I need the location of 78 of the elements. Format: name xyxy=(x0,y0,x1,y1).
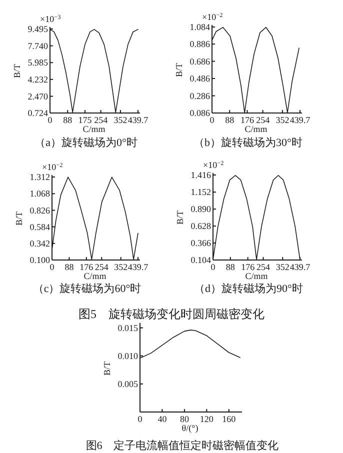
x-tick-label: 88 xyxy=(64,262,74,272)
y-tick-label: 1.084 xyxy=(190,22,210,32)
y-tick-label: 0.015 xyxy=(118,322,138,333)
x-tick-label: 254 xyxy=(94,115,108,125)
y-tick-label: 0.010 xyxy=(118,350,138,361)
y-tick-label: 0.100 xyxy=(30,255,50,265)
x-tick-label: 40 xyxy=(158,414,168,424)
x-axis-title: C/mm xyxy=(82,124,106,134)
x-tick-label: 0 xyxy=(210,115,215,125)
x-tick-label: 439.7 xyxy=(290,262,311,272)
x-tick-label: 176 xyxy=(80,262,94,272)
y-tick-label: 1.152 xyxy=(190,187,211,198)
y-tick-label: 9.495 xyxy=(28,24,48,34)
y-tick-label: 4.232 xyxy=(28,74,48,84)
y-tick-label: 0.342 xyxy=(30,238,50,248)
y-tick-label: 0.286 xyxy=(190,90,210,101)
text: ×10$^{−2}$ xyxy=(202,12,223,22)
y-axis-title: B/T xyxy=(175,210,185,225)
x-tick-label: 88 xyxy=(226,262,236,272)
x-axis-title: C/mm xyxy=(244,124,268,134)
x-tick-label: 0 xyxy=(48,115,53,125)
y-tick-label: 0.890 xyxy=(190,204,212,214)
x-tick-label: 120 xyxy=(200,414,214,424)
x-tick-label: 439.7 xyxy=(128,262,149,272)
x-tick-label: 352 xyxy=(114,262,128,272)
y-tick-label: 5.985 xyxy=(28,58,48,68)
text: ×10$^{−2}$ xyxy=(42,162,63,172)
y-tick-label: 0.086 xyxy=(190,108,210,118)
x-tick-label: 176 xyxy=(241,262,256,272)
y-tick-label: 0.826 xyxy=(30,205,50,216)
text: 图6 定子电流幅值恒定时磁密幅值变化 xyxy=(86,439,278,452)
caption: 图5 旋转磁场变化时圆周磁密变化 xyxy=(78,307,264,321)
y-tick-label: 0.486 xyxy=(190,74,210,84)
y-tick-label: 0.005 xyxy=(118,378,138,389)
y-tick-label: 2.470 xyxy=(28,91,48,102)
y-tick-label: 1.068 xyxy=(30,188,50,199)
x-tick-label: 254 xyxy=(256,262,271,272)
y-tick-label: 0.686 xyxy=(190,56,210,66)
y-tick-label: 0.886 xyxy=(190,39,210,50)
y-tick-label: 0.724 xyxy=(28,108,48,118)
y-tick-label: 1.312 xyxy=(30,172,50,182)
line-series xyxy=(212,26,300,114)
x-axis-title: C/mm xyxy=(245,271,268,281)
x-tick-label: 176 xyxy=(240,115,254,125)
text: ×10$^{−3}$ xyxy=(40,14,61,24)
text: （b）旋转磁场为30°时 xyxy=(194,136,302,149)
x-tick-label: 439.7 xyxy=(128,115,149,125)
x-axis-title: θ/(°) xyxy=(182,423,198,433)
x-tick-label: 0 xyxy=(210,262,216,272)
x-tick-label: 0 xyxy=(138,414,143,424)
x-axis-title: C/mm xyxy=(84,271,106,281)
x-tick-label: 160 xyxy=(222,414,236,424)
y-axis-title: B/T xyxy=(174,62,184,78)
text: （a）旋转磁场为0°时 xyxy=(34,136,138,149)
x-tick-label: 352 xyxy=(276,115,290,125)
y-tick-label: 0.104 xyxy=(190,255,212,265)
x-tick-label: 254 xyxy=(256,115,270,125)
y-tick-label: 7.740 xyxy=(28,40,48,51)
x-tick-label: 80 xyxy=(180,414,190,424)
y-axis-title: B/T xyxy=(102,361,112,376)
line-series xyxy=(52,176,138,260)
x-tick-label: 254 xyxy=(94,262,109,272)
x-tick-label: 352 xyxy=(114,115,128,125)
x-tick-label: 88 xyxy=(225,115,235,125)
y-tick-label: 0.628 xyxy=(190,221,212,232)
text: （c）旋转磁场为60°时 xyxy=(32,282,142,295)
y-axis-title: B/T xyxy=(14,211,24,226)
text: （d）旋转磁场为90°时 xyxy=(194,282,303,295)
y-axis-title: B/T xyxy=(12,64,22,78)
text: ×10$^{−2}$ xyxy=(203,160,224,170)
x-tick-label: 175 xyxy=(78,115,92,125)
x-tick-label: 352 xyxy=(276,262,290,272)
y-tick-label: 0.584 xyxy=(30,222,50,232)
y-tick-label: 0.366 xyxy=(190,238,212,248)
x-tick-label: 88 xyxy=(63,115,73,125)
y-tick-label: 1.416 xyxy=(190,170,212,180)
x-tick-label: 439.7 xyxy=(290,115,311,125)
x-tick-label: 0 xyxy=(50,262,55,272)
